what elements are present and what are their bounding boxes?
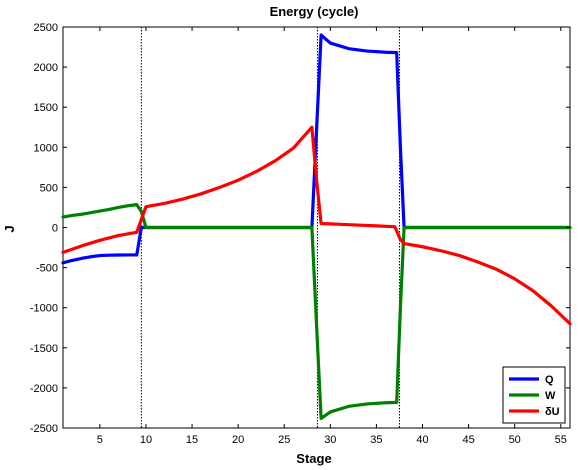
x-tick-label: 20 [232,434,244,446]
x-tick-label: 45 [462,434,474,446]
y-tick-label: 2000 [34,62,58,74]
y-axis-ticks: -2500 -2000 -1500 -1000 -500 0 500 1000 1500 2000… [30,22,570,435]
series-line-du [61,125,572,326]
y-tick-label: -2000 [30,383,58,395]
x-axis-label: Stage [296,451,331,466]
series-lines [61,33,572,420]
y-tick-label: -1500 [30,343,58,355]
x-tick-label: 10 [140,434,152,446]
legend-label-w: W [545,390,556,402]
x-tick-label: 5 [97,434,103,446]
y-tick-label: 0 [52,223,58,235]
y-tick-label: -500 [36,263,58,275]
x-axis-ticks: 5 10 15 20 25 30 35 40 45 50 55 [97,27,567,446]
x-tick-label: 40 [416,434,428,446]
x-tick-label: 55 [555,434,567,446]
y-axis-label: J [2,225,17,232]
series-line-w [61,203,572,420]
x-tick-label: 25 [278,434,290,446]
y-tick-label: -1000 [30,303,58,315]
y-tick-label: 500 [40,182,58,194]
y-tick-label: 1000 [34,142,58,154]
x-tick-label: 35 [370,434,382,446]
x-tick-label: 50 [509,434,521,446]
y-tick-label: -2500 [30,423,58,435]
y-tick-label: 2500 [34,22,58,34]
legend-label-du: δU [545,406,560,418]
chart-title: Energy (cycle) [270,4,359,19]
x-tick-label: 30 [324,434,336,446]
legend-label-q: Q [545,374,554,386]
y-tick-label: 1500 [34,102,58,114]
x-tick-label: 15 [186,434,198,446]
plot-area: 5 10 15 20 25 30 35 40 45 50 55 -2500 -2000 -1500 -10… [30,22,572,446]
